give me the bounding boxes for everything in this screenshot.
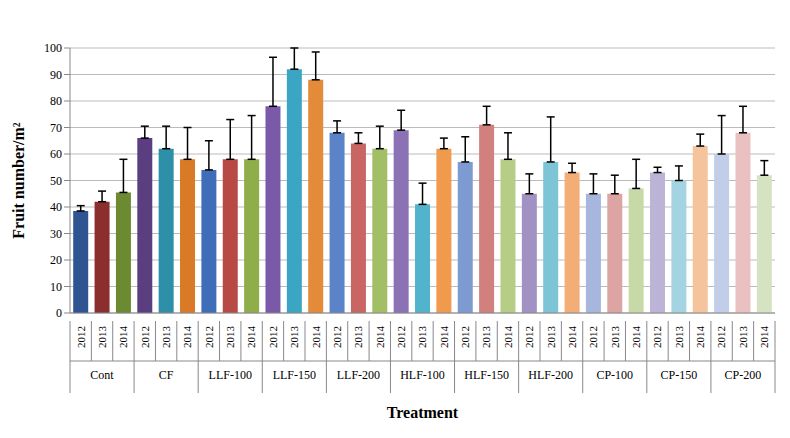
- svg-text:2014: 2014: [630, 326, 642, 349]
- svg-text:2012: 2012: [75, 326, 87, 348]
- svg-text:2014: 2014: [245, 326, 257, 349]
- svg-text:10: 10: [50, 280, 62, 294]
- svg-text:2012: 2012: [587, 326, 599, 348]
- svg-text:CP-200: CP-200: [725, 368, 762, 382]
- svg-text:Cont: Cont: [90, 368, 114, 382]
- svg-text:2012: 2012: [203, 326, 215, 348]
- svg-text:CP-150: CP-150: [661, 368, 698, 382]
- svg-text:CP-100: CP-100: [596, 368, 633, 382]
- svg-text:40: 40: [50, 200, 62, 214]
- svg-text:2012: 2012: [395, 326, 407, 348]
- svg-text:60: 60: [50, 147, 62, 161]
- svg-text:HLF-200: HLF-200: [528, 368, 573, 382]
- svg-text:2014: 2014: [438, 326, 450, 349]
- svg-text:2013: 2013: [288, 326, 300, 349]
- svg-text:2014: 2014: [117, 326, 129, 349]
- svg-text:100: 100: [44, 41, 62, 55]
- svg-text:2012: 2012: [331, 326, 343, 348]
- svg-text:2012: 2012: [267, 326, 279, 348]
- svg-text:80: 80: [50, 94, 62, 108]
- svg-text:2013: 2013: [609, 326, 621, 349]
- svg-text:70: 70: [50, 121, 62, 135]
- svg-text:Treatment: Treatment: [387, 404, 459, 421]
- svg-text:2014: 2014: [758, 326, 770, 349]
- svg-text:LLF-200: LLF-200: [337, 368, 380, 382]
- svg-text:90: 90: [50, 68, 62, 82]
- svg-text:2014: 2014: [502, 326, 514, 349]
- svg-text:2014: 2014: [181, 326, 193, 349]
- svg-text:2012: 2012: [715, 326, 727, 348]
- svg-text:2014: 2014: [694, 326, 706, 349]
- svg-text:2013: 2013: [224, 326, 236, 349]
- svg-text:2013: 2013: [480, 326, 492, 349]
- svg-text:Fruit number/m²: Fruit number/m²: [10, 122, 27, 239]
- svg-text:2013: 2013: [737, 326, 749, 349]
- svg-text:CF: CF: [159, 368, 174, 382]
- svg-text:2013: 2013: [416, 326, 428, 349]
- svg-text:LLF-150: LLF-150: [273, 368, 316, 382]
- svg-text:2013: 2013: [673, 326, 685, 349]
- svg-text:LLF-100: LLF-100: [209, 368, 252, 382]
- svg-text:0: 0: [56, 306, 62, 320]
- svg-text:2013: 2013: [160, 326, 172, 349]
- svg-text:20: 20: [50, 253, 62, 267]
- svg-text:50: 50: [50, 174, 62, 188]
- svg-text:2012: 2012: [523, 326, 535, 348]
- svg-text:2012: 2012: [651, 326, 663, 348]
- svg-text:30: 30: [50, 227, 62, 241]
- svg-text:2014: 2014: [566, 326, 578, 349]
- svg-text:HLF-100: HLF-100: [400, 368, 445, 382]
- svg-text:2013: 2013: [96, 326, 108, 349]
- svg-text:2014: 2014: [374, 326, 386, 349]
- svg-text:2012: 2012: [139, 326, 151, 348]
- svg-text:2013: 2013: [352, 326, 364, 349]
- svg-text:2012: 2012: [459, 326, 471, 348]
- svg-text:HLF-150: HLF-150: [464, 368, 509, 382]
- svg-text:2013: 2013: [545, 326, 557, 349]
- svg-text:2014: 2014: [310, 326, 322, 349]
